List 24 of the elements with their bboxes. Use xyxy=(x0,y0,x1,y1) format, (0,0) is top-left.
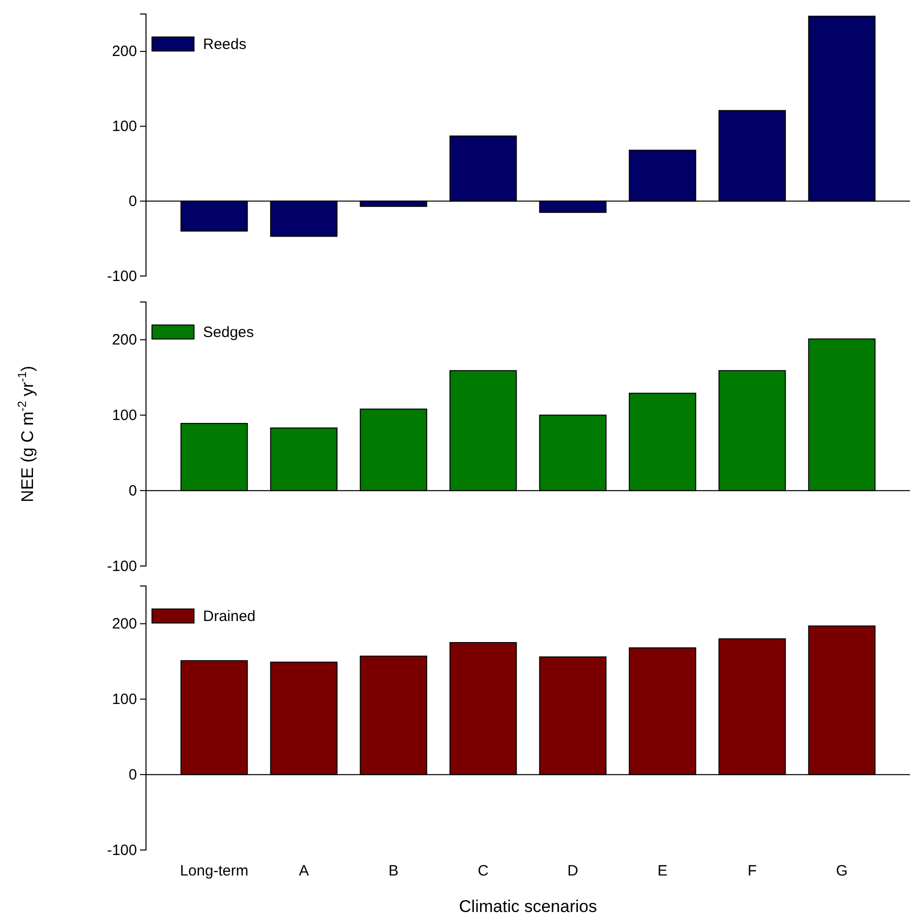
legend-label: Sedges xyxy=(203,324,254,341)
y-tick-label: -100 xyxy=(106,268,137,285)
y-tick-label: 100 xyxy=(112,406,137,424)
y-tick-label: 200 xyxy=(112,332,137,349)
y-tick-label: -100 xyxy=(106,558,137,575)
y-tick-label: 100 xyxy=(112,118,137,136)
x-tick-label: B xyxy=(388,862,398,880)
x-axis-title: Climatic scenarios xyxy=(459,897,597,914)
x-tick-label: C xyxy=(478,862,489,880)
y-tick-label: 100 xyxy=(112,690,137,708)
legend-label: Drained xyxy=(203,608,256,625)
x-tick-label: A xyxy=(298,862,309,880)
x-tick-label: F xyxy=(748,862,757,880)
x-tick-label: G xyxy=(836,862,848,880)
x-tick-label: E xyxy=(658,862,668,880)
y-tick-label: 0 xyxy=(128,482,137,500)
x-tick-label: Long-term xyxy=(180,862,248,880)
y-tick-label: 200 xyxy=(112,43,137,60)
y-tick-label: 0 xyxy=(128,192,137,210)
y-tick-label: -100 xyxy=(106,842,137,859)
x-tick-label: D xyxy=(567,862,578,880)
y-tick-label: 200 xyxy=(112,616,137,633)
legend-label: Reeds xyxy=(203,36,246,53)
y-tick-label: 0 xyxy=(128,766,137,784)
